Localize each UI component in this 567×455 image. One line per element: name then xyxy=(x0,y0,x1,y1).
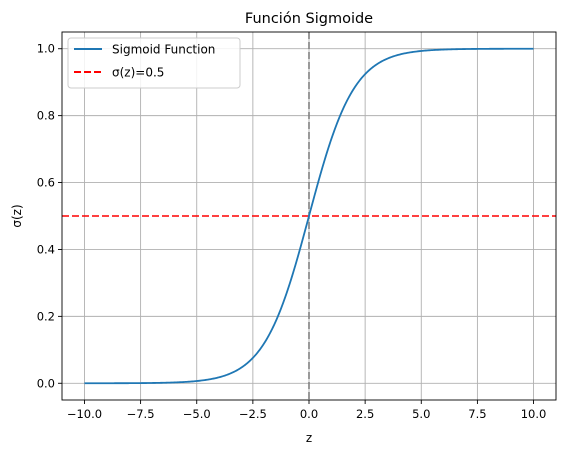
series-layer xyxy=(84,47,534,385)
x-axis-ticks: −10.0 −7.5 −5.0 −2.5 0.0 2.5 5.0 7.5 10.0 xyxy=(67,400,547,421)
x-axis-label: z xyxy=(306,431,312,445)
x-tick-label: −7.5 xyxy=(127,407,155,421)
legend-box xyxy=(67,37,241,89)
x-tick-label: 0.0 xyxy=(300,407,318,421)
chart-title: Función Sigmoide xyxy=(245,11,373,27)
legend-label-sigmoid: Sigmoid Function xyxy=(112,43,215,57)
x-tick-label: −5.0 xyxy=(183,407,211,421)
x-tick-label: −2.5 xyxy=(239,407,267,421)
x-tick-label: 10.0 xyxy=(521,407,547,421)
x-tick-label: 7.5 xyxy=(468,407,486,421)
sigmoid-curve xyxy=(84,47,534,385)
y-tick-label: 1.0 xyxy=(37,42,55,56)
y-tick-label: 0.8 xyxy=(37,109,55,123)
y-tick-label: 0.6 xyxy=(37,176,55,190)
y-axis-label: σ(z) xyxy=(10,204,24,227)
legend-label-threshold: σ(z)=0.5 xyxy=(112,66,164,80)
y-tick-label: 0.0 xyxy=(37,376,55,390)
x-tick-label: −10.0 xyxy=(67,407,102,421)
y-tick-label: 0.2 xyxy=(37,309,55,323)
legend: Sigmoid Function σ(z)=0.5 xyxy=(67,37,241,89)
y-tick-label: 0.4 xyxy=(37,242,55,256)
x-tick-label: 5.0 xyxy=(412,407,430,421)
x-tick-label: 2.5 xyxy=(356,407,374,421)
y-axis-ticks: 0.0 0.2 0.4 0.6 0.8 1.0 xyxy=(37,42,62,390)
